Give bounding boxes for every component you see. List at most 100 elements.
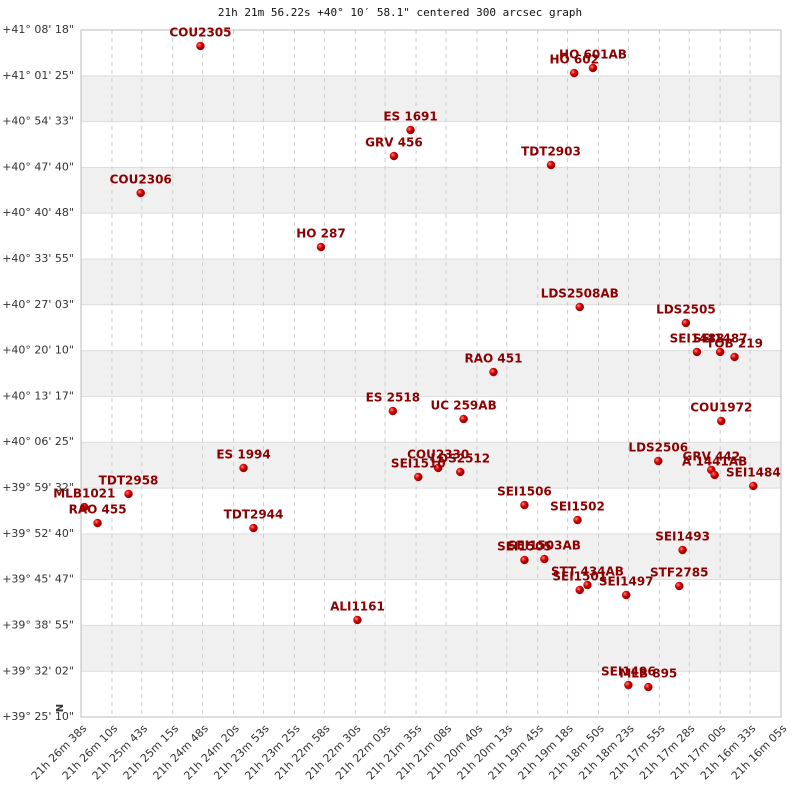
point-label: ES 2518 [366, 391, 420, 405]
point-label: SEI1503AB [508, 539, 581, 553]
star-point [80, 502, 89, 512]
star-point [569, 68, 579, 78]
y-tick-label: +40° 33' 55" [2, 252, 74, 265]
point-label: SEI1502 [550, 500, 605, 514]
point-label: SEI1506 [497, 485, 552, 499]
point-label: SEI1488 [670, 331, 725, 345]
y-tick-label: +39° 38' 55" [2, 618, 74, 631]
y-tick-label: +40° 54' 33" [2, 115, 74, 128]
point-label: MLB1021 [53, 487, 115, 501]
star-point [520, 555, 529, 565]
star-point [316, 242, 326, 252]
y-tick-label: +41° 08' 18" [2, 23, 74, 36]
star-point [749, 481, 758, 491]
point-label: SEI1484 [726, 465, 781, 479]
point-label: SEI1496 [601, 665, 656, 679]
y-tick-label: +40° 47' 40" [2, 160, 74, 173]
star-point [573, 515, 582, 525]
star-point [239, 463, 248, 473]
point-label: TDT2958 [99, 473, 159, 487]
point-label: SEI1487 [693, 331, 748, 345]
star-point [624, 680, 633, 690]
point-label: A 1441AB [682, 454, 747, 468]
star-point [93, 518, 102, 528]
star-point [520, 500, 529, 510]
star-point [414, 472, 423, 482]
star-point [124, 489, 133, 499]
star-point [353, 615, 362, 625]
y-tick-label: +40° 27' 03" [2, 298, 74, 311]
y-tick-label: +39° 59' 32" [2, 481, 74, 494]
star-point [575, 302, 584, 312]
band [81, 350, 781, 397]
band [81, 167, 781, 214]
point-label: COU2330 [407, 447, 469, 461]
star-point [489, 367, 498, 377]
point-label: LDS2508AB [541, 286, 619, 300]
star-point [621, 590, 631, 600]
chart-title: 21h 21m 56.22s +40° 10′ 58.1" centered 3… [218, 6, 582, 19]
star-point [678, 545, 687, 555]
point-label: SEI1505 [497, 540, 552, 554]
point-label: SEI1497 [599, 574, 654, 588]
point-label: HO 601AB [559, 47, 627, 61]
point-label: HO 602 [549, 53, 598, 67]
point-label: GRV 456 [365, 136, 423, 150]
y-tick-label: +40° 20' 10" [2, 344, 74, 357]
star-point [730, 352, 739, 362]
star-point [681, 318, 691, 328]
point-label: COU1972 [690, 401, 752, 415]
star-point [644, 682, 653, 692]
y-tick-label: +39° 25' 10" [2, 710, 74, 723]
star-point [654, 456, 663, 466]
point-label: LDS2512 [430, 451, 490, 465]
band [81, 533, 781, 580]
point-label: SEI1493 [655, 530, 710, 544]
y-tick-label: +40° 13' 17" [2, 389, 74, 402]
star-point [588, 63, 598, 73]
compass-label: N [55, 704, 66, 712]
star-point [459, 414, 468, 424]
star-point [540, 554, 549, 564]
point-label: HO 287 [296, 227, 345, 241]
point-label: TOB 219 [706, 336, 763, 350]
star-point [717, 416, 726, 426]
point-label: RAO 451 [464, 352, 522, 366]
star-point [546, 160, 556, 170]
star-point [583, 580, 592, 590]
y-tick-label: +40° 40' 48" [2, 206, 74, 219]
star-point [388, 406, 398, 416]
y-tick-label: +39° 45' 47" [2, 573, 74, 586]
star-point [575, 585, 584, 595]
plot-frame [80, 29, 782, 718]
point-label: SEI1501 [552, 569, 607, 583]
star-point [710, 470, 719, 480]
y-tick-label: +39° 52' 40" [2, 527, 74, 540]
point-label: TDT2944 [224, 508, 284, 522]
star-point [692, 347, 702, 357]
band [81, 442, 781, 489]
y-tick-label: +39° 32' 02" [2, 664, 74, 677]
point-label: STT 434AB [551, 564, 624, 578]
star-point [675, 581, 684, 591]
point-label: ES 1994 [216, 447, 270, 461]
point-label: COU2305 [169, 25, 231, 39]
point-label: ALI1161 [330, 599, 385, 613]
band [81, 625, 781, 672]
star-point [456, 467, 465, 477]
point-label: ES 1691 [383, 110, 437, 124]
star-point [196, 41, 205, 51]
point-label: MLB 895 [619, 667, 677, 681]
star-point [136, 188, 145, 198]
point-label: SEI1510 [391, 456, 446, 470]
band [81, 259, 781, 305]
point-label: STF2785 [650, 565, 708, 579]
point-label: UC 259AB [431, 399, 497, 413]
y-tick-label: +41° 01' 25" [2, 69, 74, 82]
point-label: GRV 442 [683, 449, 741, 463]
point-label: TDT2903 [521, 145, 581, 159]
star-point [406, 125, 415, 135]
point-label: COU2306 [110, 172, 172, 186]
